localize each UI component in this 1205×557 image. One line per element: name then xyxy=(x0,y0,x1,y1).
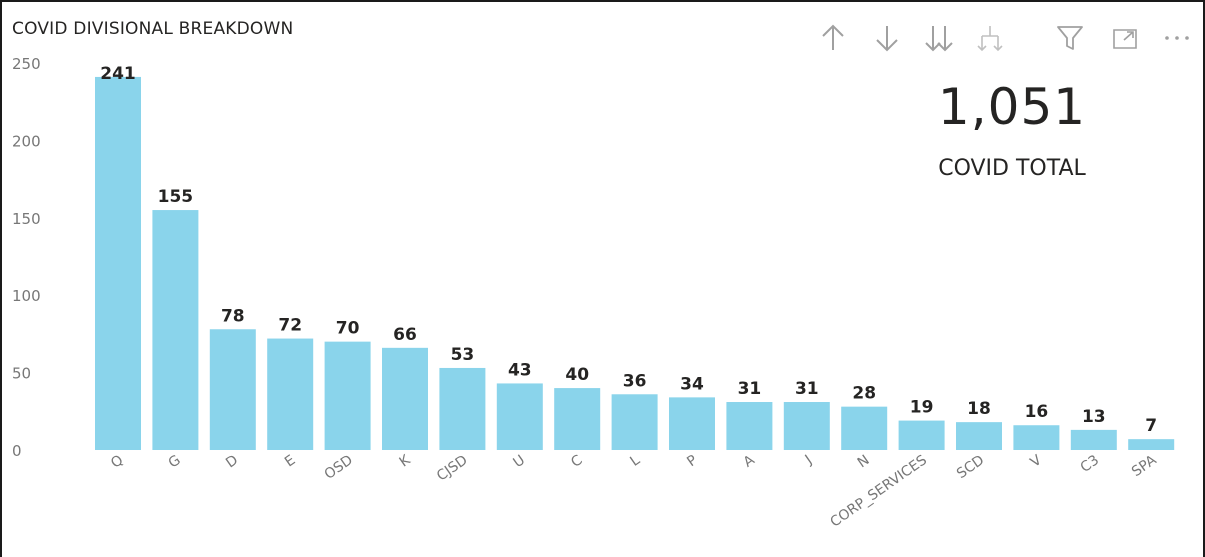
x-tick-label: CORP_SERVICES xyxy=(827,452,930,530)
x-tick-label: SCD xyxy=(954,452,987,482)
double-arrow-down-icon[interactable] xyxy=(921,22,957,54)
data-label: 28 xyxy=(852,384,876,404)
data-label: 78 xyxy=(221,306,245,326)
y-tick-label: 50 xyxy=(12,365,31,383)
x-tick-label: D xyxy=(223,452,241,471)
bar[interactable] xyxy=(439,367,486,450)
arrow-down-icon[interactable] xyxy=(869,22,905,54)
bar[interactable] xyxy=(726,402,773,450)
y-tick-label: 0 xyxy=(12,442,22,460)
data-label: 43 xyxy=(508,360,532,380)
data-label: 16 xyxy=(1025,402,1049,422)
data-label: 155 xyxy=(158,187,194,207)
bar[interactable] xyxy=(95,76,141,450)
bar[interactable] xyxy=(1070,429,1117,450)
y-tick-label: 250 xyxy=(12,55,41,73)
data-label: 72 xyxy=(278,316,302,336)
data-label: 31 xyxy=(738,379,762,399)
bar[interactable] xyxy=(496,383,543,450)
bar[interactable] xyxy=(1128,439,1175,450)
more-options-icon[interactable] xyxy=(1159,22,1195,54)
x-tick-label: Q xyxy=(108,452,126,471)
data-label: 53 xyxy=(451,345,475,365)
visual-header-toolbar xyxy=(807,22,1202,54)
bar[interactable] xyxy=(898,420,945,450)
visual-title: COVID DIVISIONAL BREAKDOWN xyxy=(12,19,294,39)
data-label: 31 xyxy=(795,379,819,399)
kpi-value: 1,051 xyxy=(937,78,1087,136)
x-tick-label: P xyxy=(684,452,700,470)
x-tick-label: E xyxy=(282,452,298,470)
bar[interactable] xyxy=(554,388,601,450)
data-label: 66 xyxy=(393,325,417,345)
bar-series xyxy=(95,76,1175,450)
hierarchy-expand-icon[interactable] xyxy=(972,22,1008,54)
x-tick-label: N xyxy=(855,452,873,471)
x-tick-label: OSD xyxy=(322,452,356,483)
filter-icon[interactable] xyxy=(1052,22,1088,54)
x-tick-label: CJSD xyxy=(434,452,471,484)
x-tick-label: C xyxy=(568,452,585,471)
x-tick-label: U xyxy=(511,452,529,471)
x-tick-label: V xyxy=(1028,452,1045,471)
y-tick-label: 100 xyxy=(12,287,41,305)
x-tick-label: C3 xyxy=(1078,452,1102,476)
bar[interactable] xyxy=(382,347,428,450)
bar[interactable] xyxy=(956,422,1002,450)
bar[interactable] xyxy=(841,406,888,450)
data-label: 70 xyxy=(336,319,360,339)
data-label: 7 xyxy=(1145,416,1157,436)
data-label: 34 xyxy=(680,374,704,394)
data-labels: 241 155 78 72 70 66 53 43 40 36 34 31 31 28 19 18 16 13 7 xyxy=(100,64,1157,436)
data-label: 19 xyxy=(910,398,934,418)
arrow-up-icon[interactable] xyxy=(815,22,851,54)
y-tick-label: 200 xyxy=(12,132,41,150)
bar[interactable] xyxy=(267,338,314,450)
kpi-label: COVID TOTAL xyxy=(938,156,1086,181)
x-tick-label: K xyxy=(397,452,414,471)
bar[interactable] xyxy=(1013,425,1060,450)
bar[interactable] xyxy=(152,210,199,450)
data-label: 40 xyxy=(565,365,589,385)
data-label: 13 xyxy=(1082,407,1106,427)
x-tick-label: J xyxy=(802,452,815,468)
x-tick-label: A xyxy=(741,452,758,471)
data-label: 36 xyxy=(623,371,647,391)
y-tick-label: 150 xyxy=(12,210,41,228)
y-axis: 0 50 100 150 200 250 xyxy=(12,55,41,460)
focus-mode-icon[interactable] xyxy=(1107,22,1143,54)
bar[interactable] xyxy=(669,397,715,450)
x-tick-label: L xyxy=(627,452,643,470)
bar[interactable] xyxy=(209,329,256,450)
data-label: 241 xyxy=(100,64,136,84)
bar[interactable] xyxy=(324,341,371,450)
data-label: 18 xyxy=(967,399,991,419)
x-tick-label: SPA xyxy=(1129,452,1160,480)
x-tick-label: G xyxy=(166,452,184,471)
bar[interactable] xyxy=(783,402,830,450)
bar[interactable] xyxy=(611,394,658,450)
